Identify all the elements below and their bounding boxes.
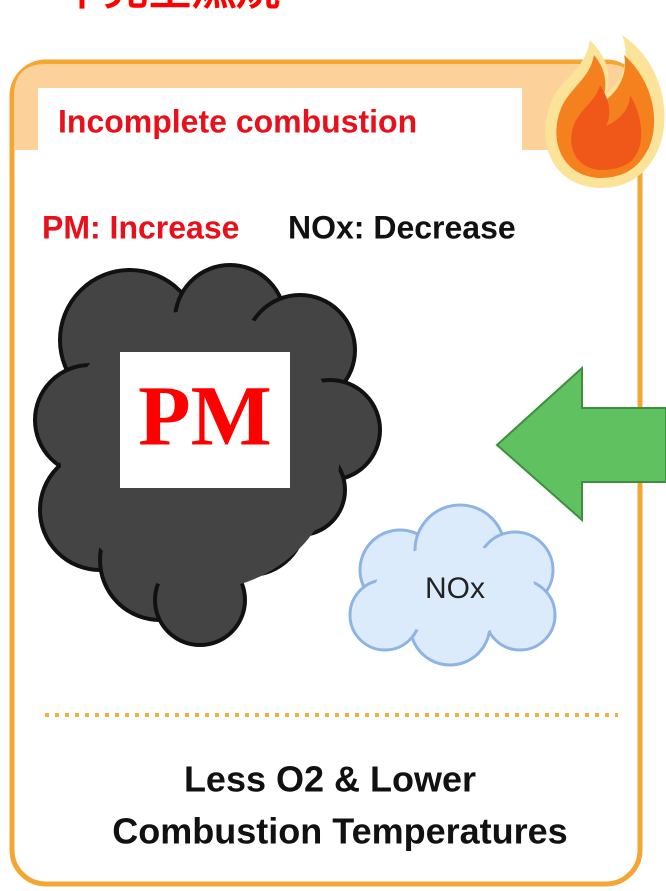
diagram: 不完全燃焼 Incomplete combustion PM: Increase…	[0, 0, 666, 891]
caption-line: Less O2 & Lower	[184, 759, 476, 800]
tab-label: Incomplete combustion	[58, 103, 417, 139]
flame-icon	[545, 35, 664, 188]
nox-effect: NOx: Decrease	[288, 209, 516, 245]
pm-label: PM	[138, 368, 272, 464]
caption-line: Combustion Temperatures	[112, 811, 567, 852]
pm-effect: PM: Increase	[42, 209, 239, 245]
title: 不完全燃焼	[60, 0, 280, 14]
nox-label: NOx	[425, 572, 485, 605]
